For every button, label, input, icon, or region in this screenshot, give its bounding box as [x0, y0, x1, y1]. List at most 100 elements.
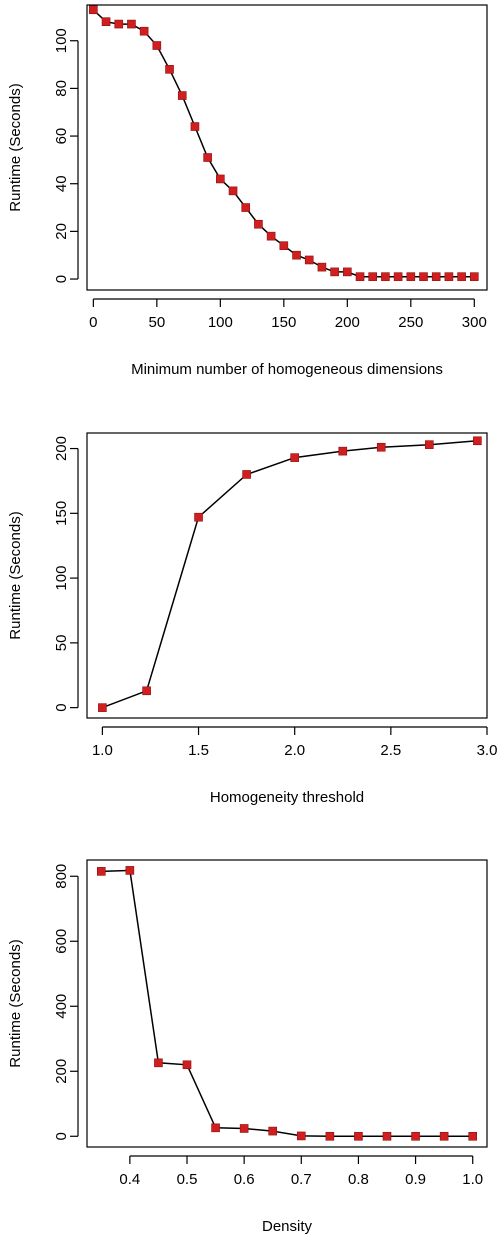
runtime-vs-density-chart: 0.4 0.5 0.6 0.7 0.8 0.9 1.0 Density 0 200 400 600 80… [7, 859, 488, 1235]
x-tick-label: 3.0 [477, 742, 498, 759]
x-tick-label: 0.9 [405, 1171, 426, 1188]
x-tick-label: 50 [148, 314, 165, 331]
plot-frame [86, 4, 488, 291]
x-tick-label: 1.0 [92, 742, 113, 759]
y-tick-label: 100 [53, 28, 70, 53]
series-line [101, 869, 473, 1138]
x-tick-label: 1.5 [188, 742, 209, 759]
x-tick-label: 0.5 [177, 1171, 198, 1188]
y-tick-label: 800 [53, 864, 70, 889]
series-line [102, 440, 478, 709]
x-tick-label: 0.8 [348, 1171, 369, 1188]
data-point [439, 1131, 449, 1141]
x-tick-label: 0.7 [291, 1171, 312, 1188]
data-point [216, 174, 225, 184]
x-axis-label: Minimum number of homogeneous dimensions [131, 361, 443, 378]
y-tick-label: 200 [53, 1059, 70, 1084]
data-point [304, 255, 314, 265]
x-tick-label: 100 [208, 314, 233, 331]
data-point [354, 1131, 363, 1141]
data-point [425, 440, 434, 449]
y-tick-label: 50 [53, 635, 70, 652]
data-point [355, 272, 365, 281]
data-point [381, 272, 390, 281]
y-axis-label: Runtime (Seconds) [7, 83, 24, 211]
runtime-vs-dimensions-chart: 0 50 100 150 200 250 300 Minimum number of homo… [7, 4, 488, 378]
data-point [296, 1131, 306, 1141]
data-point [89, 5, 98, 15]
data-point [165, 65, 174, 74]
data-point [325, 1131, 335, 1141]
data-point [190, 122, 200, 131]
x-axis-label: Homogeneity threshold [210, 789, 364, 806]
x-tick-label: 250 [398, 314, 423, 331]
y-tick-label: 400 [53, 994, 70, 1019]
data-point [242, 470, 251, 479]
data-point [114, 19, 124, 29]
data-point [343, 267, 352, 277]
data-point [338, 446, 348, 456]
y-tick-label: 80 [53, 80, 70, 97]
y-tick-label: 600 [53, 929, 70, 954]
data-point [406, 272, 416, 281]
x-tick-label: 2.5 [380, 742, 401, 759]
data-point [254, 219, 263, 229]
data-point [468, 1131, 478, 1141]
y-tick-label: 0 [53, 275, 70, 283]
data-point [419, 272, 428, 281]
data-point [239, 1124, 249, 1133]
y-axis-label: Runtime (Seconds) [7, 939, 24, 1067]
y-tick-label: 60 [53, 128, 70, 145]
series-line [92, 9, 475, 278]
x-tick-label: 200 [335, 314, 360, 331]
data-point [393, 272, 403, 281]
data-point [292, 250, 301, 260]
plot-frame [86, 859, 488, 1148]
data-point [368, 272, 378, 281]
data-point [177, 91, 187, 100]
data-point [96, 867, 106, 876]
data-point [203, 153, 212, 162]
data-point [127, 19, 136, 29]
x-tick-label: 0.4 [119, 1171, 140, 1188]
y-tick-label: 40 [53, 175, 70, 192]
data-point [411, 1131, 420, 1141]
data-point [473, 436, 482, 446]
data-point [154, 1058, 163, 1068]
data-point [290, 453, 299, 462]
y-tick-label: 0 [53, 1132, 70, 1140]
y-axis-label: Runtime (Seconds) [7, 511, 24, 639]
data-point [142, 686, 151, 696]
data-point [382, 1131, 392, 1141]
data-point [211, 1123, 220, 1133]
x-tick-label: 2.0 [284, 742, 305, 759]
x-tick-label: 300 [462, 314, 487, 331]
x-tick-label: 0.6 [234, 1171, 255, 1188]
runtime-vs-threshold-chart: 1.0 1.5 2.0 2.5 3.0 Homogeneity threshold 0 50 1… [7, 432, 498, 806]
data-point [101, 17, 111, 26]
data-point [457, 272, 466, 281]
data-point [194, 512, 203, 522]
x-tick-label: 150 [271, 314, 296, 331]
x-tick-label: 1.0 [462, 1171, 483, 1188]
data-point [98, 703, 107, 712]
data-point [152, 41, 162, 50]
data-point [268, 1126, 278, 1136]
data-point [266, 231, 276, 241]
y-tick-label: 100 [53, 566, 70, 591]
data-point [376, 442, 386, 452]
data-point [228, 186, 238, 196]
data-point [139, 26, 149, 36]
y-tick-label: 200 [53, 436, 70, 461]
data-point [125, 866, 135, 875]
y-tick-label: 20 [53, 223, 70, 240]
plot-frame [86, 432, 488, 719]
data-point [279, 241, 289, 250]
data-point [470, 272, 479, 281]
data-point [182, 1060, 192, 1070]
y-tick-label: 150 [53, 501, 70, 526]
data-point [431, 272, 441, 281]
data-point [241, 203, 251, 212]
data-point [444, 272, 454, 281]
